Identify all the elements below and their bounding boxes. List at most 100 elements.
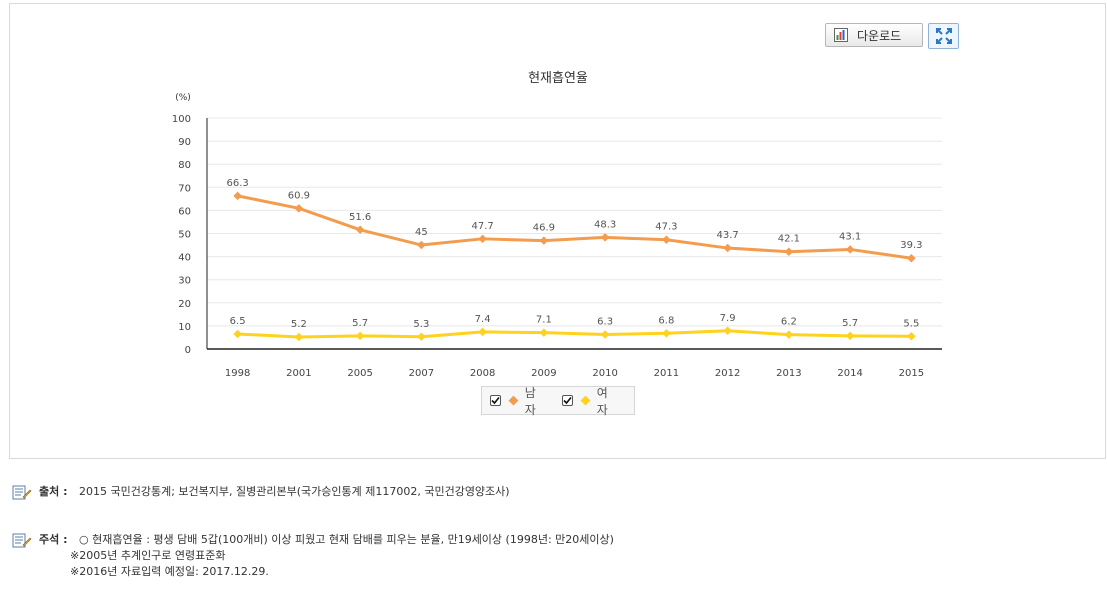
- data-label: 48.3: [594, 219, 616, 230]
- fullscreen-expand-icon: [935, 28, 952, 44]
- checkbox-checked-icon[interactable]: [562, 395, 573, 406]
- series-line: [237, 329, 912, 339]
- data-point: [417, 240, 426, 250]
- note-icon: [12, 485, 32, 500]
- data-point: [907, 332, 916, 341]
- x-tick-label: 2011: [654, 368, 679, 379]
- data-point: [662, 329, 671, 338]
- data-point: [539, 236, 549, 245]
- y-tick-label: 0: [185, 345, 191, 356]
- data-label: 46.9: [533, 223, 555, 234]
- x-tick-label: 2001: [286, 368, 311, 379]
- checkbox-checked-icon[interactable]: [490, 395, 501, 406]
- data-point: [600, 330, 610, 339]
- legend-diamond-icon: [508, 395, 519, 406]
- data-point: [662, 235, 671, 244]
- legend-label-male: 남자: [524, 385, 536, 417]
- series-line: [237, 194, 912, 260]
- data-label: 42.1: [778, 234, 800, 245]
- remark-label: 주석 :: [39, 533, 68, 546]
- data-label: 51.6: [349, 212, 371, 223]
- data-label: 43.1: [839, 231, 861, 242]
- x-tick-label: 2007: [409, 368, 434, 379]
- data-point: [723, 243, 732, 253]
- data-label: 6.3: [597, 316, 613, 327]
- data-label: 5.7: [842, 318, 858, 329]
- data-point: [233, 191, 242, 201]
- data-label: 43.7: [716, 230, 738, 241]
- data-point: [784, 330, 794, 339]
- data-label: 5.7: [352, 318, 368, 329]
- y-axis-unit: (%): [175, 93, 191, 103]
- y-tick-label: 90: [178, 137, 191, 148]
- data-label: 6.5: [230, 316, 246, 327]
- data-label: 66.3: [226, 178, 248, 189]
- source-label: 출처 :: [39, 485, 68, 498]
- data-label: 47.3: [655, 222, 677, 233]
- data-label: 7.4: [475, 314, 491, 325]
- chart-bar-icon: [834, 28, 848, 42]
- data-label: 5.3: [413, 319, 429, 330]
- data-label: 60.9: [288, 190, 310, 201]
- x-tick-label: 2014: [837, 368, 862, 379]
- chart-legend: 남자 여자: [481, 384, 635, 418]
- data-point: [478, 327, 487, 337]
- data-point: [784, 247, 794, 256]
- data-point: [417, 332, 426, 341]
- legend-label-female: 여자: [596, 385, 608, 417]
- data-point: [355, 331, 365, 341]
- x-tick-label: 2005: [347, 368, 372, 379]
- data-point: [845, 331, 855, 341]
- y-tick-label: 20: [178, 299, 191, 310]
- data-point: [539, 328, 549, 337]
- y-tick-label: 10: [178, 322, 191, 333]
- data-label: 45: [415, 227, 428, 238]
- data-point: [478, 234, 487, 244]
- data-point: [845, 245, 855, 254]
- y-tick-label: 80: [178, 160, 191, 171]
- data-label: 7.1: [536, 315, 552, 326]
- data-label: 5.2: [291, 319, 307, 330]
- download-button[interactable]: 다운로드: [825, 23, 923, 47]
- data-point: [294, 332, 304, 342]
- chart-panel: [9, 3, 1106, 459]
- data-point: [294, 204, 304, 213]
- x-tick-label: 2015: [899, 368, 924, 379]
- data-point: [233, 329, 242, 339]
- data-point: [723, 326, 732, 335]
- y-tick-label: 40: [178, 253, 191, 264]
- x-tick-label: 2012: [715, 368, 740, 379]
- line-chart: 현재흡연율 (%) 0 10 20 30 40 50 60 70 80 90 100 1998 2001…: [172, 71, 942, 379]
- y-tick-label: 50: [178, 230, 191, 241]
- legend-diamond-icon: [580, 395, 591, 406]
- remark-line: ○ 현재흡연율 : 평생 담배 5갑(100개비) 이상 피웠고 현재 담배를 …: [79, 533, 614, 546]
- legend-item-female[interactable]: 여자: [562, 384, 618, 418]
- y-tick-label: 30: [178, 276, 191, 287]
- y-tick-label: 100: [172, 114, 191, 125]
- x-tick-label: 2009: [531, 368, 556, 379]
- remark-line: ※2016년 자료입력 예정일: 2017.12.29.: [70, 565, 269, 578]
- data-point: [355, 225, 365, 235]
- data-label: 6.8: [658, 315, 674, 326]
- download-label: 다운로드: [857, 28, 902, 43]
- source-note: 출처 : 2015 국민건강통계; 보건복지부, 질병관리본부(국가승인통계 제…: [12, 484, 1012, 502]
- expand-button[interactable]: [928, 23, 959, 49]
- legend-item-male[interactable]: 남자: [490, 384, 546, 418]
- note-icon: [12, 533, 32, 548]
- data-label: 39.3: [900, 240, 922, 251]
- data-label: 5.5: [903, 318, 919, 329]
- source-text: 2015 국민건강통계; 보건복지부, 질병관리본부(국가승인통계 제11700…: [79, 485, 510, 498]
- x-tick-label: 1998: [225, 368, 250, 379]
- data-label: 7.9: [720, 313, 736, 324]
- remark-note: 주석 : ○ 현재흡연율 : 평생 담배 5갑(100개비) 이상 피웠고 현재…: [12, 532, 1012, 586]
- remark-line: ※2005년 추계인구로 연령표준화: [70, 549, 226, 562]
- chart-title: 현재흡연율: [528, 71, 588, 86]
- y-tick-label: 70: [178, 183, 191, 194]
- data-point: [907, 253, 916, 263]
- data-label: 47.7: [471, 221, 493, 232]
- data-point: [600, 233, 610, 242]
- y-tick-label: 60: [178, 206, 191, 217]
- data-label: 6.2: [781, 317, 797, 328]
- x-tick-label: 2013: [776, 368, 801, 379]
- x-tick-label: 2010: [592, 368, 617, 379]
